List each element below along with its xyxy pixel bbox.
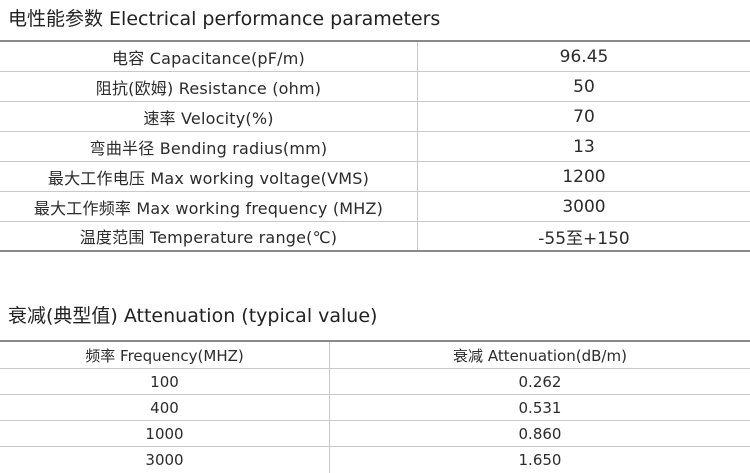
frequency-cell: 100 bbox=[0, 369, 330, 394]
table-row: 最大工作频率 Max working frequency (MHZ) 3000 bbox=[0, 192, 750, 222]
parameter-label: 最大工作频率 Max working frequency (MHZ) bbox=[0, 192, 418, 221]
table-row: 电容 Capacitance(pF/m) 96.45 bbox=[0, 42, 750, 72]
attenuation-cell: 0.262 bbox=[518, 372, 562, 391]
parameter-value: 1200 bbox=[562, 166, 606, 187]
table-row: 最大工作电压 Max working voltage(VMS) 1200 bbox=[0, 162, 750, 192]
table-row: 阻抗(欧姆) Resistance (ohm) 50 bbox=[0, 72, 750, 102]
parameter-value: 70 bbox=[573, 106, 595, 127]
parameter-label: 阻抗(欧姆) Resistance (ohm) bbox=[0, 72, 418, 101]
table-row: 温度范围 Temperature range(℃) -55至+150 bbox=[0, 222, 750, 252]
electrical-parameters-table: 电容 Capacitance(pF/m) 96.45 阻抗(欧姆) Resist… bbox=[0, 40, 750, 252]
attenuation-cell: 0.531 bbox=[518, 398, 562, 417]
attenuation-cell: 1.650 bbox=[518, 451, 562, 469]
parameter-label: 电容 Capacitance(pF/m) bbox=[0, 42, 418, 71]
table-row: 弯曲半径 Bending radius(mm) 13 bbox=[0, 132, 750, 162]
parameter-value: 96.45 bbox=[559, 46, 609, 67]
frequency-column-header: 频率 Frequency(MHZ) bbox=[0, 342, 330, 368]
frequency-cell: 400 bbox=[0, 395, 330, 420]
table-header-row: 频率 Frequency(MHZ) 衰减 Attenuation(dB/m) bbox=[0, 342, 750, 369]
attenuation-section-title: 衰减(典型值) Attenuation (typical value) bbox=[8, 305, 378, 327]
attenuation-column-header: 衰减 Attenuation(dB/m) bbox=[453, 346, 627, 365]
parameter-label: 弯曲半径 Bending radius(mm) bbox=[0, 132, 418, 161]
parameter-value: 3000 bbox=[562, 196, 606, 217]
parameter-label: 温度范围 Temperature range(℃) bbox=[0, 222, 418, 250]
parameter-label: 最大工作电压 Max working voltage(VMS) bbox=[0, 162, 418, 191]
table-row: 1000 0.860 bbox=[0, 421, 750, 447]
table-row: 速率 Velocity(%) 70 bbox=[0, 102, 750, 132]
attenuation-table: 频率 Frequency(MHZ) 衰减 Attenuation(dB/m) 1… bbox=[0, 340, 750, 473]
table-row: 400 0.531 bbox=[0, 395, 750, 421]
table-row: 100 0.262 bbox=[0, 369, 750, 395]
parameter-value: 50 bbox=[573, 76, 595, 97]
electrical-section-title: 电性能参数 Electrical performance parameters bbox=[8, 8, 441, 30]
parameter-value: 13 bbox=[573, 136, 595, 157]
attenuation-cell: 0.860 bbox=[518, 424, 562, 443]
frequency-cell: 3000 bbox=[0, 447, 330, 473]
parameter-label: 速率 Velocity(%) bbox=[0, 102, 418, 131]
parameter-value: -55至+150 bbox=[538, 228, 630, 249]
table-row: 3000 1.650 bbox=[0, 447, 750, 473]
frequency-cell: 1000 bbox=[0, 421, 330, 446]
